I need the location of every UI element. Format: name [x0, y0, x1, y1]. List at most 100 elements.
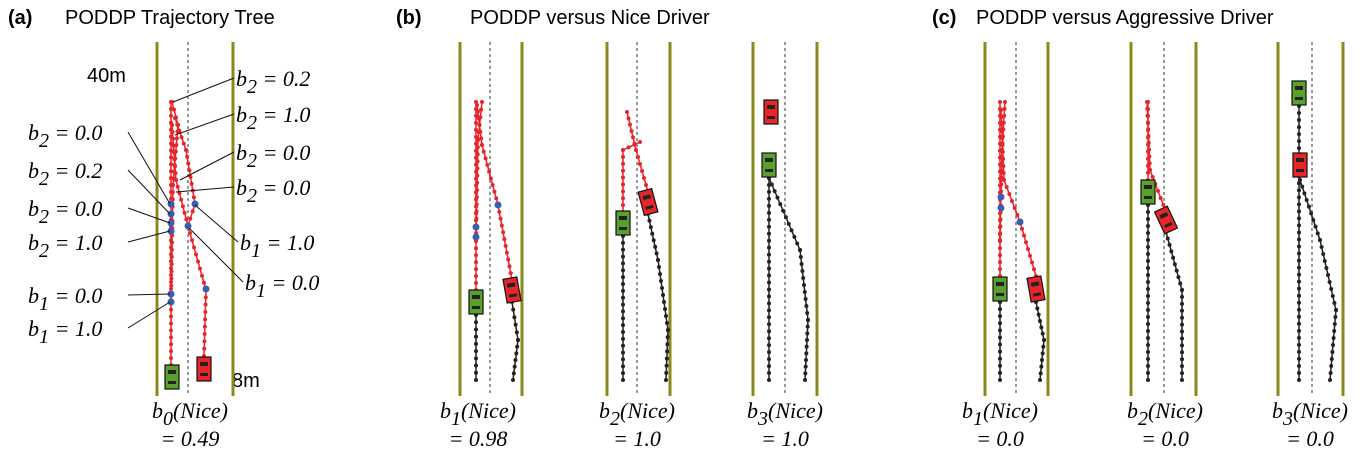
trajectory-point [767, 197, 771, 201]
trajectory-point [1297, 146, 1301, 150]
distance-label: 8m [232, 370, 260, 392]
trajectory-point [1168, 243, 1172, 247]
trajectory-point [506, 258, 510, 262]
trajectory-point [767, 287, 771, 291]
trajectory-point [169, 342, 173, 346]
label-rest: = 0.2 [257, 66, 310, 91]
trajectory-point [800, 262, 804, 266]
trajectory-point [475, 195, 479, 199]
trajectory-point [1146, 238, 1150, 242]
trajectory-point [666, 328, 670, 332]
trajectory-point [169, 284, 173, 288]
label-sub: 2 [39, 168, 49, 190]
trajectory-point [998, 343, 1002, 347]
label-var: b [236, 175, 247, 200]
trajectory-point [1330, 350, 1334, 354]
trajectory-point [479, 136, 483, 140]
trajectory-point [204, 295, 208, 299]
figure: (a) PODDP Trajectory Tree (b) PODDP vers… [0, 0, 1371, 460]
trajectory-point [621, 344, 625, 348]
trajectory-point [804, 297, 808, 301]
label-var: b [28, 230, 39, 255]
trajectory-point [621, 196, 625, 200]
caption-value: = 1.0 [613, 426, 661, 451]
trajectory-point [475, 181, 479, 185]
trajectory-point [170, 123, 174, 127]
trajectory-point [647, 219, 651, 223]
trajectory-point [803, 371, 807, 375]
trajectory-point [474, 121, 478, 125]
label-sub: 1 [251, 240, 261, 262]
label-rest: (Nice) [768, 398, 823, 423]
trajectory-point [656, 258, 660, 262]
trajectory-point [664, 314, 668, 318]
trajectory-point [169, 321, 173, 325]
trajectory-point [1332, 301, 1336, 305]
trajectory-point [502, 237, 506, 241]
trajectory-point [172, 108, 176, 112]
trajectory-point [1146, 252, 1150, 256]
trajectory-point [1161, 203, 1165, 207]
trajectory-point [1038, 378, 1042, 382]
trajectory-point [1015, 213, 1019, 217]
trajectory-point [186, 162, 190, 166]
trajectory-point [790, 228, 794, 232]
trajectory-point [621, 316, 625, 320]
belief-point [998, 205, 1005, 212]
trajectory-point [621, 289, 625, 293]
trajectory-point [169, 276, 173, 280]
trajectory-point [480, 143, 484, 147]
trajectory-point [474, 327, 478, 331]
trajectory-point [784, 215, 788, 219]
belief-point [998, 194, 1005, 201]
trajectory-point [1156, 189, 1160, 193]
trajectory-point [1329, 364, 1333, 368]
car-window [767, 105, 775, 109]
label-var: b [245, 270, 256, 295]
car [1155, 206, 1178, 234]
trajectory-point [1331, 343, 1335, 347]
label-sub: 2 [39, 130, 49, 152]
trajectory-point [665, 364, 669, 368]
trajectory-point [998, 238, 1002, 242]
trajectory-point [1307, 205, 1311, 209]
trajectory-point [172, 151, 176, 155]
label-rest: = 1.0 [49, 316, 102, 341]
distance-label: 40m [87, 65, 126, 87]
caption-value: = 0.98 [449, 426, 508, 451]
label-var: b [240, 230, 251, 255]
trajectory-point [621, 296, 625, 300]
trajectory-point [476, 145, 480, 149]
panel-label: (c) [932, 7, 956, 29]
trajectory-point [621, 275, 625, 279]
trajectory-point [474, 364, 478, 368]
trajectory-point [998, 231, 1002, 235]
trajectory-point [1037, 313, 1041, 317]
trajectory-point [1297, 322, 1301, 326]
trajectory-point [640, 169, 644, 173]
car-window [1295, 86, 1303, 90]
trajectory-point [998, 260, 1002, 264]
trajectory-point [204, 303, 208, 307]
trajectory-point [188, 231, 192, 235]
trajectory-point [1146, 350, 1150, 354]
trajectory-point [185, 155, 189, 159]
label-rest: = 0.0 [49, 283, 102, 308]
trajectory-point [638, 140, 642, 144]
trajectory [648, 214, 668, 380]
trajectory-point [1297, 259, 1301, 263]
car [993, 277, 1007, 301]
trajectory-point [476, 152, 480, 156]
trajectory-point [1001, 157, 1005, 161]
trajectory-point [795, 241, 799, 245]
trajectory-point [1024, 240, 1028, 244]
trajectory-point [998, 357, 1002, 361]
trajectory-point [1297, 216, 1301, 220]
trajectory-point [1333, 322, 1337, 326]
trajectory-point [1171, 256, 1175, 260]
trajectory-point [1297, 343, 1301, 347]
belief-point [473, 234, 480, 241]
trajectory-point [476, 159, 480, 163]
trajectory-point [474, 274, 478, 278]
car [165, 365, 179, 389]
